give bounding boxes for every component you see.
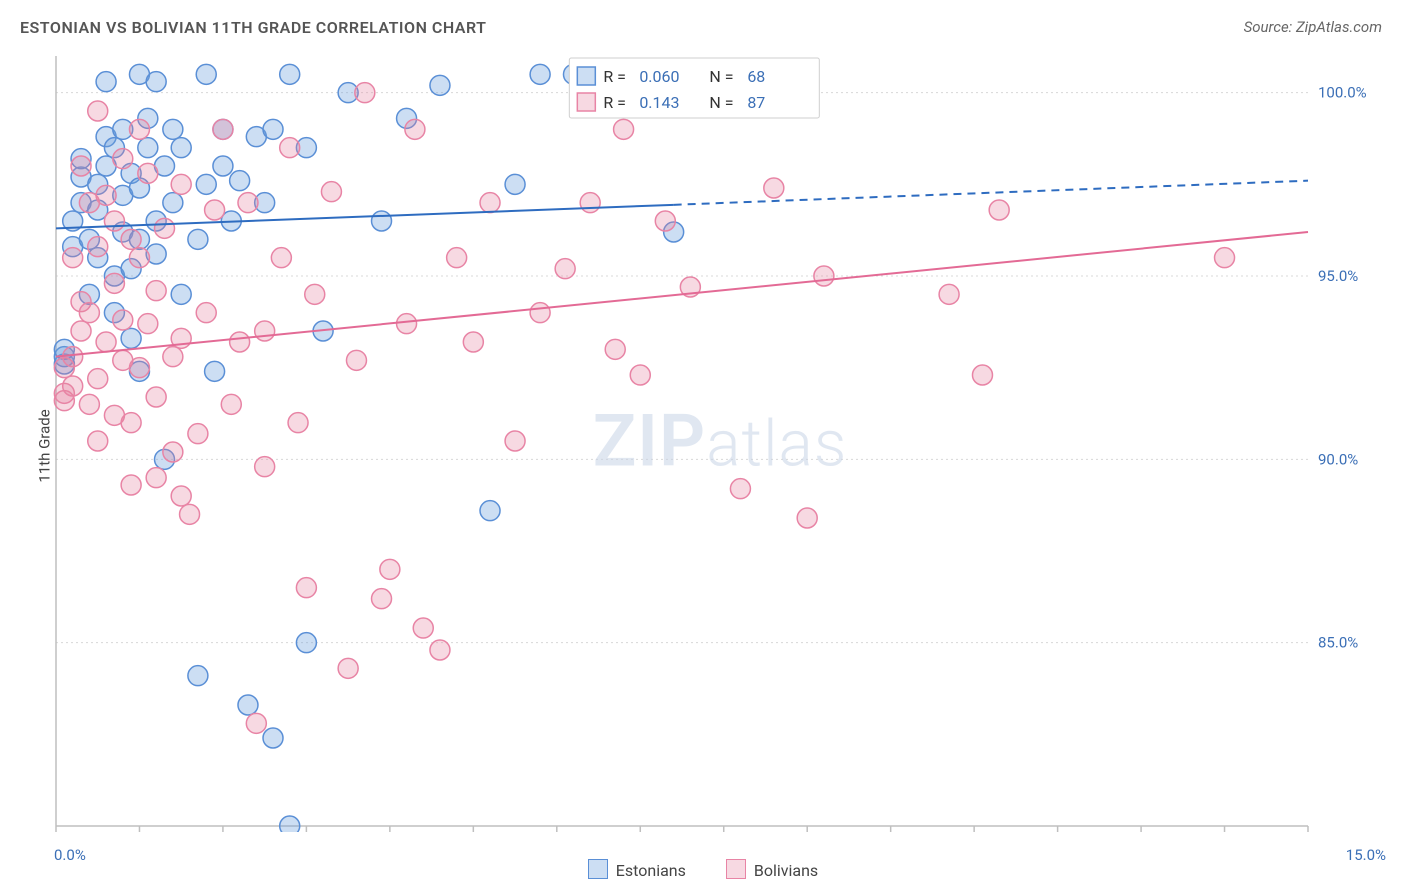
svg-text:87: 87: [747, 93, 765, 112]
legend-swatch-bolivians: [726, 859, 746, 879]
svg-text:68: 68: [747, 67, 765, 86]
svg-text:N =: N =: [709, 67, 733, 86]
legend-label-bolivians: Bolivians: [754, 861, 818, 880]
chart-title: ESTONIAN VS BOLIVIAN 11TH GRADE CORRELAT…: [20, 18, 486, 37]
svg-text:90.0%: 90.0%: [1318, 450, 1358, 468]
chart-container: ESTONIAN VS BOLIVIAN 11TH GRADE CORRELAT…: [0, 0, 1406, 892]
plot-area: 85.0% 90.0% 95.0% 100.0% R = 0.060 N = 68 R = 0.…: [50, 50, 1390, 832]
legend-swatch-estonians: [588, 859, 608, 879]
source-attribution: Source: ZipAtlas.com: [1244, 18, 1382, 36]
legend-bottom: Estonians Bolivians: [0, 859, 1406, 880]
svg-text:R =: R =: [603, 93, 626, 112]
svg-text:100.0%: 100.0%: [1318, 84, 1367, 102]
legend-item-estonians: Estonians: [588, 859, 686, 880]
svg-text:N =: N =: [709, 93, 733, 112]
legend-label-estonians: Estonians: [616, 861, 686, 880]
svg-text:85.0%: 85.0%: [1318, 634, 1358, 652]
svg-text:0.060: 0.060: [639, 67, 679, 86]
svg-text:R =: R =: [603, 67, 626, 86]
scatter-svg: 85.0% 90.0% 95.0% 100.0% R = 0.060 N = 68 R = 0.…: [50, 50, 1390, 832]
svg-text:0.143: 0.143: [639, 93, 679, 112]
legend-item-bolivians: Bolivians: [726, 859, 818, 880]
svg-text:95.0%: 95.0%: [1318, 267, 1358, 285]
